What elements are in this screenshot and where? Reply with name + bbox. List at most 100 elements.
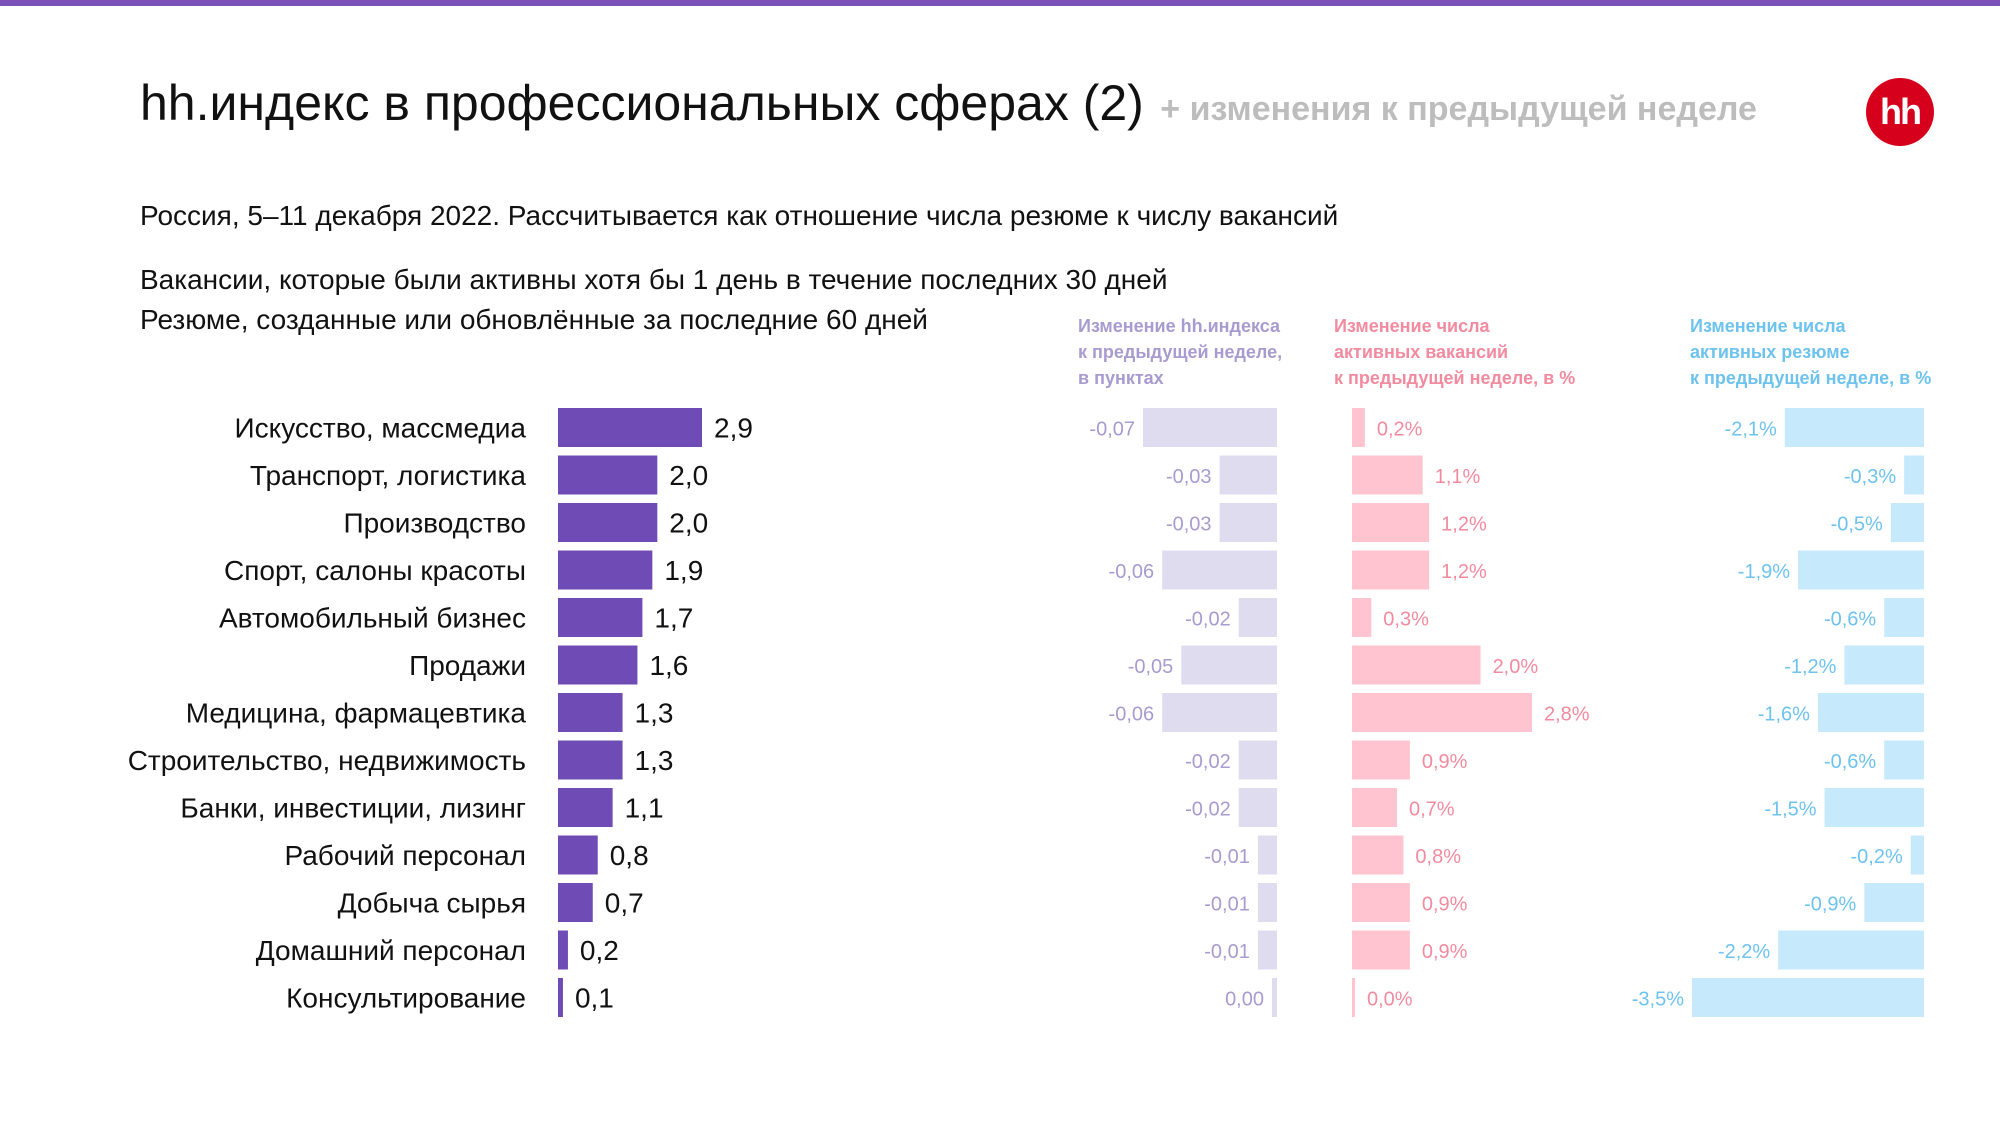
index-value-label: 1,3 bbox=[635, 745, 674, 776]
index-value-label: 0,7 bbox=[605, 888, 644, 919]
resume-change-label: -0,3% bbox=[1844, 466, 1896, 488]
vacancy-change-label: 0,0% bbox=[1367, 989, 1413, 1011]
index-change-bar bbox=[1257, 930, 1277, 970]
category-label: Строительство, недвижимость bbox=[128, 745, 526, 776]
resume-change-bar bbox=[1844, 645, 1924, 685]
vacancy-change-header-line: к предыдущей неделе, в % bbox=[1334, 368, 1576, 388]
vacancy-change-bar bbox=[1352, 835, 1404, 875]
index-change-header-line: к предыдущей неделе, bbox=[1078, 342, 1283, 362]
chart-notes: Вакансии, которые были активны хотя бы 1… bbox=[140, 260, 1167, 340]
resume-change-label: -1,5% bbox=[1764, 799, 1816, 821]
resume-change-bar bbox=[1884, 740, 1924, 780]
index-bar bbox=[558, 408, 702, 447]
index-value-label: 1,3 bbox=[635, 698, 674, 729]
vacancy-change-label: 0,9% bbox=[1422, 941, 1468, 963]
vacancy-change-label: 0,9% bbox=[1422, 751, 1468, 773]
index-change-bar bbox=[1219, 503, 1277, 542]
category-label: Рабочий персонал bbox=[284, 840, 526, 871]
index-change-column-header: Изменение hh.индекса к предыдущей неделе… bbox=[1078, 313, 1282, 391]
index-bar bbox=[558, 835, 598, 875]
resume-change-label: -3,5% bbox=[1632, 989, 1684, 1011]
index-change-label: -0,03 bbox=[1166, 466, 1212, 488]
resume-change-bar bbox=[1784, 408, 1924, 447]
index-change-bar bbox=[1257, 883, 1277, 922]
vacancy-change-bar bbox=[1352, 408, 1365, 447]
vacancy-change-bar bbox=[1352, 645, 1481, 685]
index-bar bbox=[558, 550, 653, 590]
vacancy-change-bar bbox=[1352, 550, 1430, 590]
resume-change-bar bbox=[1884, 598, 1924, 637]
category-label: Консультирование bbox=[286, 983, 526, 1014]
vacancy-change-bar bbox=[1352, 455, 1423, 495]
resume-change-label: -1,6% bbox=[1758, 704, 1810, 726]
index-bar bbox=[558, 978, 563, 1017]
resume-change-bar bbox=[1778, 930, 1924, 970]
index-value-label: 1,1 bbox=[625, 793, 664, 824]
resume-change-label: -2,1% bbox=[1725, 419, 1777, 441]
vacancy-change-label: 0,3% bbox=[1383, 609, 1429, 631]
category-label: Банки, инвестиции, лизинг bbox=[180, 793, 526, 824]
index-bar bbox=[558, 503, 658, 542]
index-value-label: 1,6 bbox=[649, 650, 688, 681]
index-bar bbox=[558, 693, 623, 732]
category-label: Транспорт, логистика bbox=[250, 460, 527, 491]
note-resumes: Резюме, созданные или обновлённые за пос… bbox=[140, 304, 928, 335]
category-label: Продажи bbox=[409, 650, 526, 681]
vacancy-change-label: 0,7% bbox=[1409, 799, 1455, 821]
index-value-label: 1,7 bbox=[654, 603, 693, 634]
category-label: Автомобильный бизнес bbox=[219, 603, 526, 634]
index-change-label: -0,01 bbox=[1204, 941, 1250, 963]
index-change-bar bbox=[1238, 740, 1277, 780]
index-change-label: -0,06 bbox=[1109, 704, 1155, 726]
index-change-bar bbox=[1181, 645, 1277, 685]
page-title: hh.индекс в профессиональных сферах (2) bbox=[140, 75, 1144, 131]
vacancy-change-bar bbox=[1352, 598, 1372, 637]
index-value-label: 2,9 bbox=[714, 413, 753, 444]
resume-change-label: -0,5% bbox=[1831, 514, 1883, 536]
resume-change-bar bbox=[1864, 883, 1924, 922]
vacancy-change-label: 1,2% bbox=[1441, 561, 1487, 583]
vacancy-change-label: 0,2% bbox=[1377, 419, 1423, 441]
index-change-bar bbox=[1272, 978, 1277, 1017]
vacancy-change-column-header: Изменение числа активных вакансий к пред… bbox=[1334, 313, 1575, 391]
vacancy-change-bar bbox=[1352, 503, 1430, 542]
vacancy-change-bar bbox=[1352, 740, 1410, 780]
index-change-label: 0,00 bbox=[1225, 989, 1264, 1011]
index-bar bbox=[558, 645, 638, 685]
resume-change-label: -0,9% bbox=[1804, 894, 1856, 916]
vacancy-change-bar bbox=[1352, 883, 1410, 922]
note-vacancies: Вакансии, которые были активны хотя бы 1… bbox=[140, 264, 1168, 295]
page-title-suffix: + изменения к предыдущей неделе bbox=[1160, 90, 1757, 128]
index-change-label: -0,03 bbox=[1166, 514, 1212, 536]
index-change-label: -0,02 bbox=[1185, 799, 1231, 821]
index-bar bbox=[558, 883, 593, 922]
resume-change-bar bbox=[1692, 978, 1924, 1017]
top-accent-bar bbox=[0, 0, 2000, 6]
index-change-bar bbox=[1143, 408, 1277, 447]
vacancy-change-label: 0,9% bbox=[1422, 894, 1468, 916]
vacancy-change-header-line: активных вакансий bbox=[1334, 342, 1509, 362]
vacancy-change-header-line: Изменение числа bbox=[1334, 316, 1490, 336]
index-change-label: -0,02 bbox=[1185, 751, 1231, 773]
resume-change-label: -0,6% bbox=[1824, 751, 1876, 773]
resume-change-header-line: активных резюме bbox=[1690, 342, 1850, 362]
resume-change-header-line: к предыдущей неделе, в % bbox=[1690, 368, 1932, 388]
resume-change-label: -2,2% bbox=[1718, 941, 1770, 963]
resume-change-bar bbox=[1798, 550, 1924, 590]
index-value-label: 0,8 bbox=[610, 840, 649, 871]
index-change-bar bbox=[1238, 598, 1277, 637]
resume-change-bar bbox=[1910, 835, 1924, 875]
vacancy-change-bar bbox=[1352, 978, 1355, 1017]
index-change-header-line: в пунктах bbox=[1078, 368, 1164, 388]
vacancy-change-label: 1,2% bbox=[1441, 514, 1487, 536]
hh-logo: hh bbox=[1866, 78, 1934, 146]
index-change-label: -0,07 bbox=[1089, 419, 1135, 441]
resume-change-column-header: Изменение числа активных резюме к предыд… bbox=[1690, 313, 1931, 391]
resume-change-label: -0,6% bbox=[1824, 609, 1876, 631]
vacancy-change-label: 2,0% bbox=[1493, 656, 1539, 678]
vacancy-change-label: 1,1% bbox=[1435, 466, 1481, 488]
index-change-label: -0,01 bbox=[1204, 894, 1250, 916]
resume-change-bar bbox=[1904, 455, 1924, 495]
category-label: Спорт, салоны красоты bbox=[224, 555, 526, 586]
index-value-label: 0,2 bbox=[580, 935, 619, 966]
